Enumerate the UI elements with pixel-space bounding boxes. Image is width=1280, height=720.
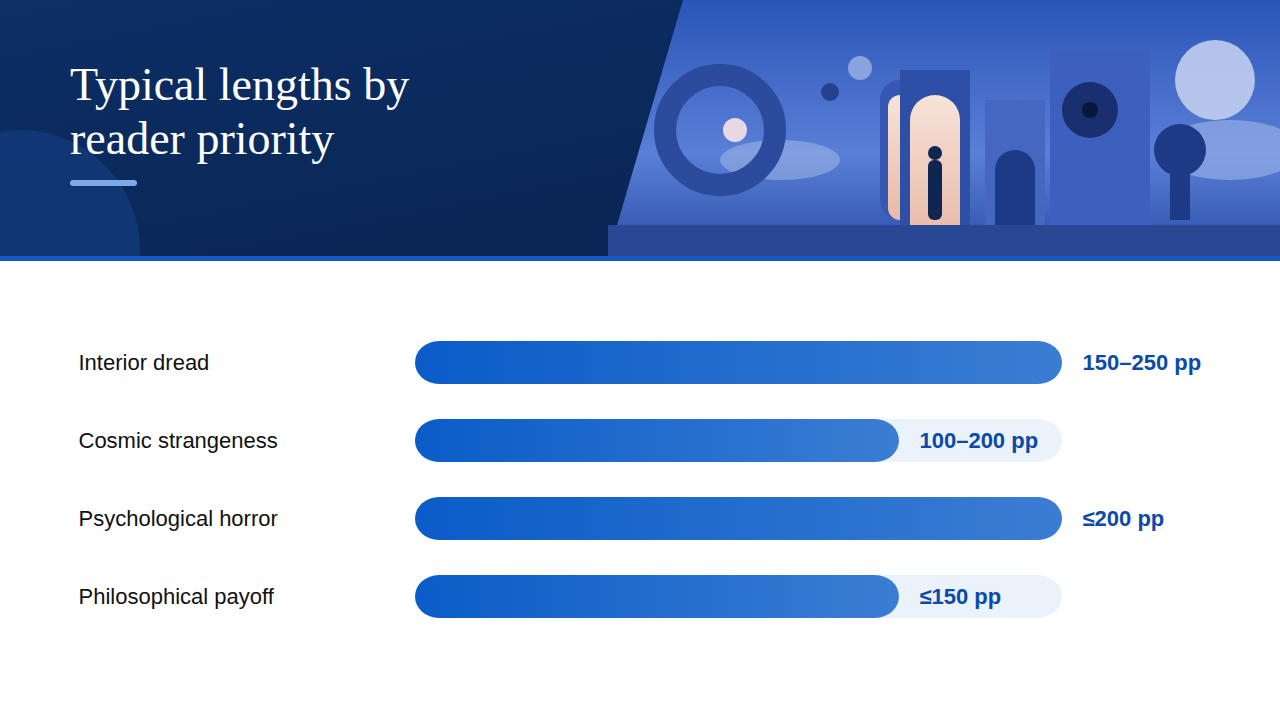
- svg-text:Interior dread: Interior dread: [79, 350, 210, 375]
- svg-text:100–200 pp: 100–200 pp: [919, 428, 1038, 453]
- svg-text:≤150 pp: ≤150 pp: [919, 584, 1001, 609]
- svg-text:Philosophical payoff: Philosophical payoff: [79, 584, 275, 609]
- svg-text:150–250 pp: 150–250 pp: [1083, 350, 1202, 375]
- svg-text:≤200 pp: ≤200 pp: [1083, 506, 1165, 531]
- svg-text:Psychological horror: Psychological horror: [79, 506, 278, 531]
- svg-text:Cosmic strangeness: Cosmic strangeness: [79, 428, 278, 453]
- html-text:Typical lengths by reader prio: Typical lengths by reader priority: [70, 59, 410, 164]
